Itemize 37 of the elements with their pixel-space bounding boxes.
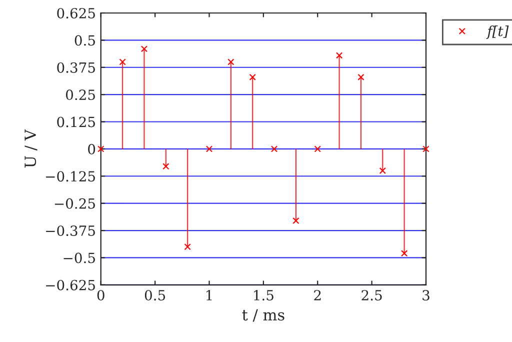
x-tick-label: 2 [314,290,321,300]
point [292,217,300,224]
point [270,146,278,152]
point [119,58,126,66]
x-axis-title: t / ms [242,309,284,322]
point [98,146,104,152]
point [358,74,364,80]
y-tick-label: −0.5 [64,252,95,264]
point [206,146,213,152]
y-tick-label: 0.375 [57,62,95,73]
y-tick-label: 0.625 [57,8,95,18]
point [140,46,148,52]
point [228,58,234,66]
point [422,146,430,152]
y-axis-title: U / V [24,129,38,168]
point [379,167,386,174]
point [336,52,343,59]
point [162,163,170,170]
y-tick-label: −0.375 [46,225,95,236]
x-tick-label: 2.5 [362,290,382,300]
legend-label: f[t] [486,25,509,39]
x-tick-label: 3 [422,290,430,300]
y-tick-label: −0.625 [46,280,95,290]
y-tick-label: 0.125 [57,116,95,128]
x-tick-label: 1.5 [254,290,274,300]
x-tick-label: 0.5 [144,290,166,300]
x-tick-label: 1 [206,290,212,300]
y-tick-label: −0.125 [46,171,95,182]
point [400,250,408,257]
point [314,146,321,152]
x-tick-label: 0 [97,290,104,300]
point [184,243,191,250]
point [249,74,256,80]
y-tick-label: 0.25 [66,90,95,100]
y-tick-label: 0 [88,144,96,154]
y-tick-label: 0.5 [74,35,95,46]
y-tick-label: −0.25 [54,198,95,209]
